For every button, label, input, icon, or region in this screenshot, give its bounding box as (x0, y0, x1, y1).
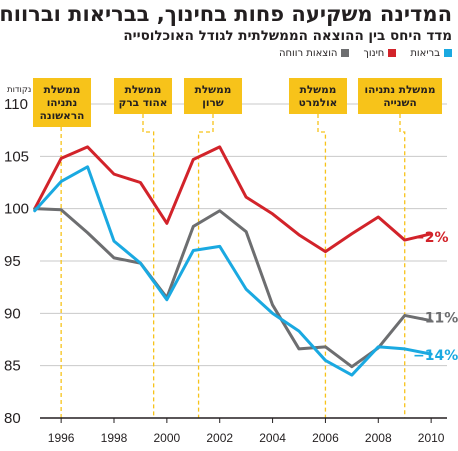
annotation-text-1-1: אהוד ברק (119, 97, 168, 109)
annotation-line-3 (317, 114, 327, 418)
y-axis-unit: נקודות (7, 85, 31, 95)
series-line-1 (33, 207, 433, 369)
x-tick-label-2010: 2010 (418, 431, 445, 445)
annotation-text-3-0: ממשלת (300, 84, 337, 96)
annotation-line-4 (399, 114, 406, 418)
x-tick-label-2004: 2004 (259, 431, 286, 445)
y-tick-label-110: 110 (4, 96, 28, 113)
chart-subtitle: מדד היחס בין ההוצאה הממשלתית לגודל האוכל… (123, 28, 452, 44)
legend-label-welfare: הוצאות רווחה (278, 47, 338, 59)
x-tick-label-2000: 2000 (154, 431, 181, 445)
y-tick-label-95: 95 (4, 253, 21, 270)
x-tick-label-2008: 2008 (365, 431, 392, 445)
annotation-box-1 (114, 78, 172, 114)
chart-title: המדינה משקיעה פחות בחינוך, בבריאות וברוו… (0, 2, 452, 26)
annotation-text-0-0: ממשלת (44, 84, 81, 96)
end-label-1: −11% (413, 311, 458, 327)
grid (40, 103, 447, 367)
annotation-text-2-1: שרון (202, 97, 224, 109)
legend-label-health: בריאות (410, 47, 440, 59)
y-tick-label-105: 105 (4, 148, 29, 165)
annotation-line-2 (197, 114, 214, 418)
x-tick-label-1998: 1998 (101, 431, 128, 445)
annotation-text-1-0: ממשלת (125, 84, 162, 96)
annotation-lines (60, 114, 406, 418)
annotation-text-4-1: השנייה (383, 97, 416, 109)
annotation-text-3-1: אולמרט (299, 97, 338, 109)
series-line-2 (33, 165, 433, 377)
annotation-box-0 (33, 78, 91, 127)
legend-item-health: בריאות (410, 48, 452, 59)
annotation-text-4-0: ממשלת נתניהו (365, 84, 436, 96)
y-tick-label-90: 90 (4, 305, 21, 322)
annotation-text-0-1: נתניהו (47, 97, 78, 109)
legend-label-education: חינוך (363, 47, 385, 59)
x-tick-label-2002: 2002 (206, 431, 233, 445)
annotation-box-4 (358, 78, 442, 114)
y-tick-label-100: 100 (4, 201, 29, 218)
legend-swatch-welfare (341, 49, 350, 57)
end-labels: −2% −11% −14% (413, 230, 458, 364)
annotation-box-2 (184, 78, 242, 114)
end-label-0: −2% (413, 230, 449, 246)
legend: בריאות חינוך הוצאות רווחה (279, 46, 452, 60)
x-tick-label-1996: 1996 (48, 431, 75, 445)
y-tick-label-80: 80 (4, 410, 21, 427)
annotation-text-0-2: הראשונה (40, 110, 85, 122)
series (33, 145, 433, 377)
annotation-box-3 (289, 78, 347, 114)
y-tick-label-85: 85 (4, 358, 21, 375)
legend-swatch-health (444, 49, 452, 57)
end-label-2: −14% (413, 348, 458, 364)
x-tick-label-2006: 2006 (312, 431, 339, 445)
annotation-line-1 (142, 114, 155, 418)
series-line-0 (33, 145, 433, 254)
legend-item-education: חינוך (363, 47, 397, 59)
legend-swatch-education (388, 49, 397, 57)
annotation-text-2-0: ממשלת (195, 84, 232, 96)
legend-item-welfare: הוצאות רווחה (279, 48, 350, 59)
